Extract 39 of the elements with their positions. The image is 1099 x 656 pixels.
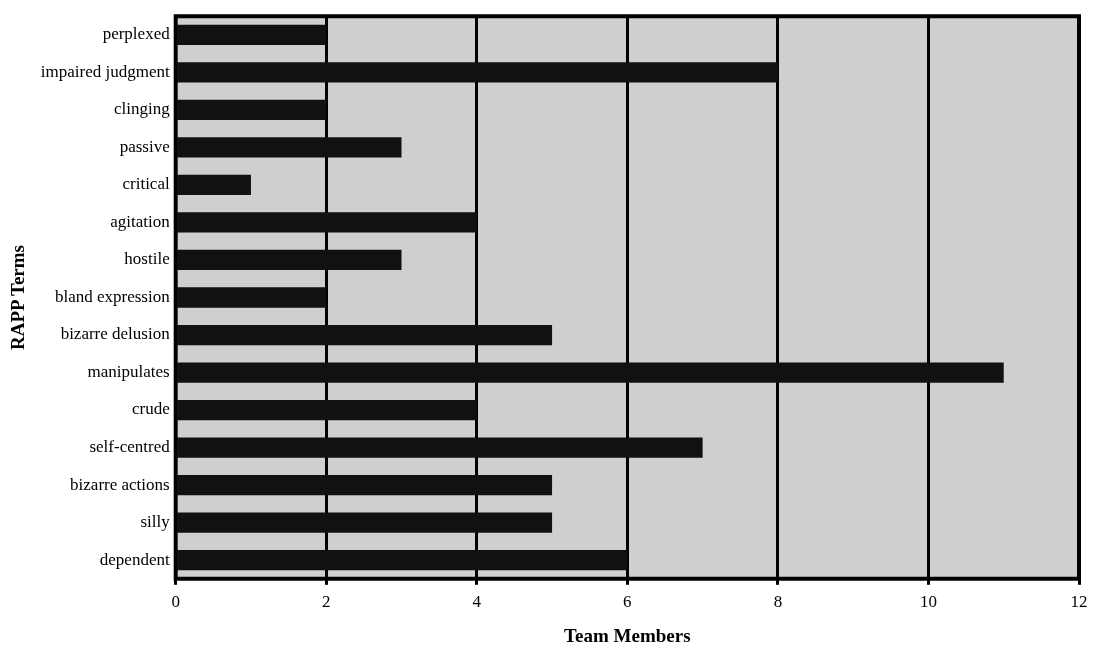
bar — [177, 174, 251, 196]
x-tick-label: 4 — [472, 592, 482, 612]
y-tick-label: perplexed — [102, 24, 171, 44]
x-tick-label: 8 — [773, 592, 783, 612]
bar — [177, 549, 628, 571]
bar — [177, 362, 1004, 383]
y-tick-label: impaired judgment — [40, 61, 170, 81]
bar — [177, 24, 327, 46]
bar — [177, 324, 553, 346]
x-tick-label: 6 — [623, 592, 632, 612]
bar — [177, 437, 703, 458]
bar — [177, 287, 327, 308]
bar — [177, 249, 402, 271]
y-tick-label: bland expression — [54, 286, 171, 306]
bar — [177, 137, 402, 158]
y-tick-label: agitation — [110, 211, 171, 231]
bar — [177, 399, 477, 421]
x-tick-label: 10 — [919, 592, 937, 612]
y-tick-label: manipulates — [87, 361, 170, 381]
y-tick-label: critical — [122, 174, 170, 194]
x-tick-label: 12 — [1070, 592, 1088, 612]
y-tick-label: crude — [131, 399, 170, 419]
bar — [177, 62, 778, 83]
y-axis-title: RAPP Terms — [7, 244, 29, 351]
bar — [177, 99, 327, 121]
x-axis-title: Team Members — [564, 624, 691, 646]
bar — [177, 512, 553, 533]
y-tick-label: dependent — [99, 549, 170, 569]
x-tick-label: 2 — [321, 592, 331, 612]
y-tick-label: silly — [140, 512, 171, 532]
x-tick-label: 0 — [171, 592, 180, 612]
y-tick-label: self-centred — [89, 437, 171, 456]
bar — [177, 212, 477, 233]
bar — [177, 474, 553, 496]
y-tick-label: bizarre actions — [70, 474, 170, 494]
y-tick-label: hostile — [124, 249, 170, 269]
y-tick-label: clinging — [113, 99, 171, 119]
y-tick-label: passive — [119, 136, 170, 156]
y-tick-label: bizarre delusion — [60, 324, 171, 344]
